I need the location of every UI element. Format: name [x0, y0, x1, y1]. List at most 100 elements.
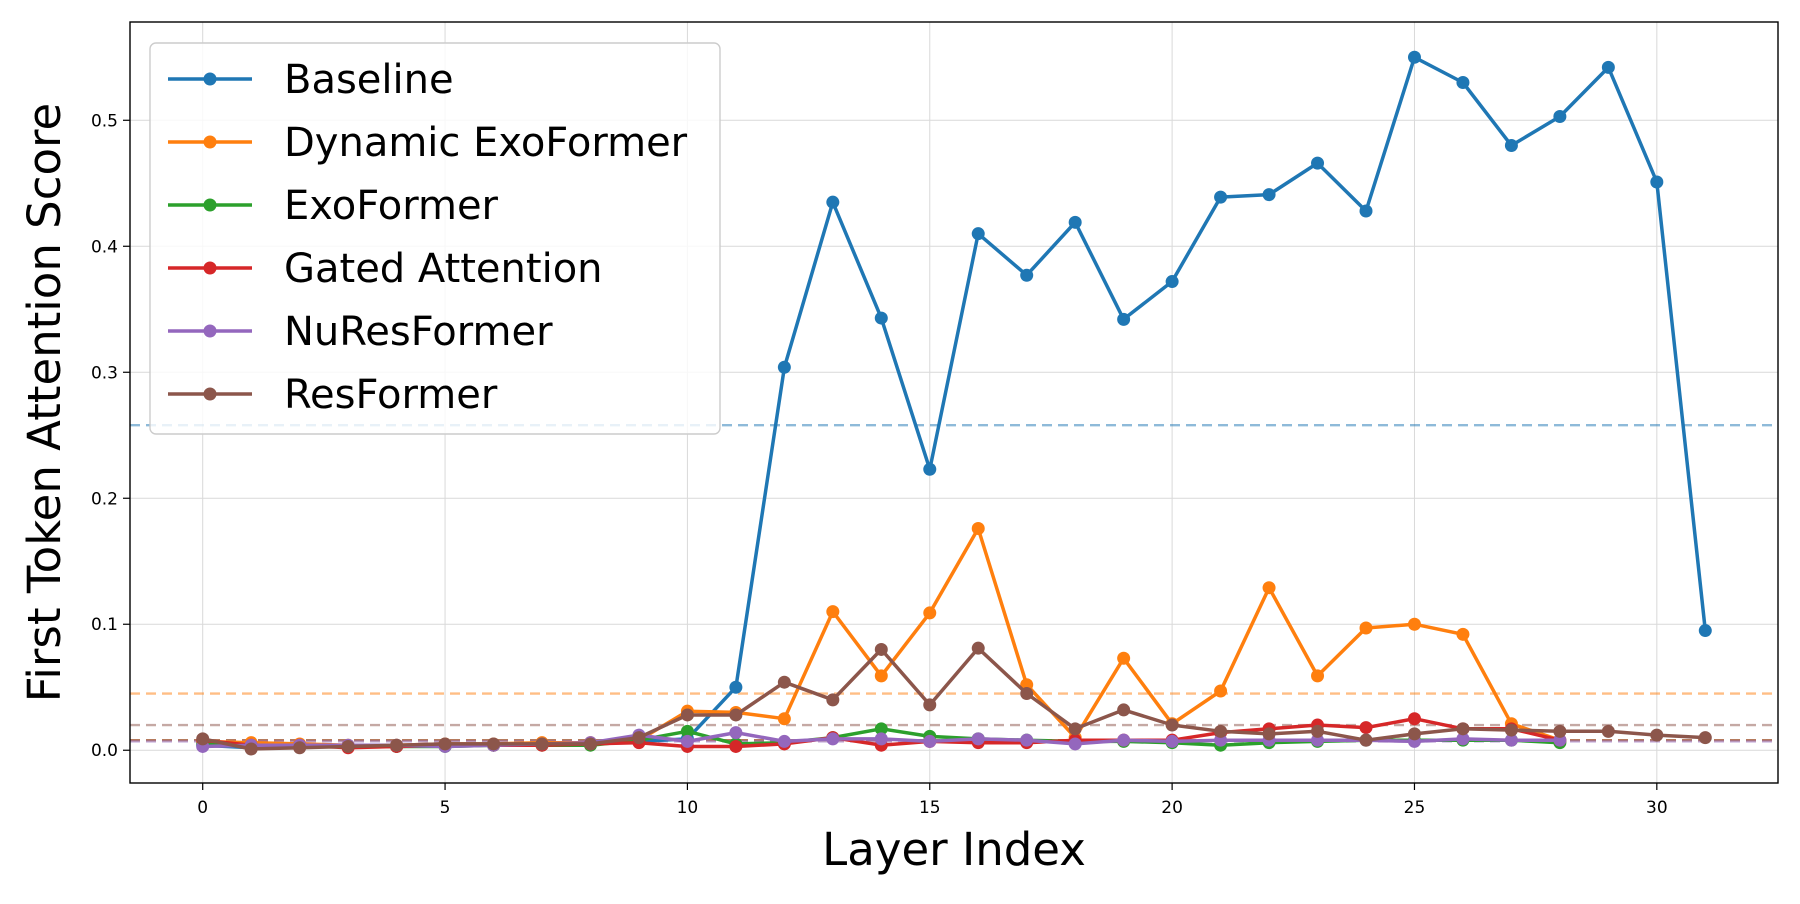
- data-point: [923, 462, 937, 476]
- data-point: [777, 734, 791, 748]
- legend-marker: [203, 387, 217, 401]
- y-tick-label: 0.2: [91, 489, 118, 509]
- legend-marker: [203, 324, 217, 338]
- y-tick-label: 0.4: [91, 237, 118, 257]
- series-group: [196, 641, 1712, 756]
- y-tick-label: 0.5: [91, 111, 118, 131]
- data-point: [1650, 175, 1664, 189]
- data-point: [1068, 737, 1082, 751]
- data-point: [1553, 109, 1567, 123]
- legend-label: ResFormer: [284, 372, 498, 418]
- legend-label: NuResFormer: [284, 309, 553, 355]
- legend-marker: [203, 72, 217, 86]
- data-point: [680, 734, 694, 748]
- data-point: [1504, 723, 1518, 737]
- data-point: [1311, 724, 1325, 738]
- data-point: [777, 675, 791, 689]
- legend-label: Dynamic ExoFormer: [284, 120, 688, 166]
- data-point: [1311, 156, 1325, 170]
- legend-box: [149, 42, 721, 435]
- legend-label: Gated Attention: [284, 246, 603, 292]
- data-point: [971, 227, 985, 241]
- data-point: [535, 737, 549, 751]
- data-point: [341, 739, 355, 753]
- data-point: [583, 737, 597, 751]
- data-point: [196, 732, 210, 746]
- x-tick-label: 15: [919, 798, 941, 818]
- data-point: [1214, 684, 1228, 698]
- data-point: [632, 731, 646, 745]
- data-point: [729, 708, 743, 722]
- data-point: [1504, 733, 1518, 747]
- data-point: [1117, 651, 1131, 665]
- data-point: [874, 311, 888, 325]
- data-point: [1650, 728, 1664, 742]
- series-layer: [196, 50, 1712, 756]
- data-point: [680, 708, 694, 722]
- data-point: [874, 732, 888, 746]
- data-point: [729, 739, 743, 753]
- data-point: [1456, 732, 1470, 746]
- x-tick-label: 5: [440, 798, 451, 818]
- data-point: [923, 734, 937, 748]
- data-point: [1117, 703, 1131, 717]
- legend-label: Baseline: [284, 57, 454, 103]
- data-point: [923, 606, 937, 620]
- x-tick-label: 10: [677, 798, 699, 818]
- data-point: [1311, 669, 1325, 683]
- data-point: [1456, 627, 1470, 641]
- y-tick-label: 0.1: [91, 615, 118, 635]
- data-point: [293, 741, 307, 755]
- series-line: [200, 646, 1708, 751]
- data-point: [1601, 60, 1615, 74]
- data-point: [1504, 138, 1518, 152]
- data-point: [874, 722, 888, 736]
- legend: Baseline Dynamic ExoFormer ExoFormer Gated …: [149, 42, 721, 435]
- data-point: [680, 724, 694, 738]
- data-point: [826, 195, 840, 209]
- data-point: [1262, 188, 1276, 202]
- data-point: [390, 738, 404, 752]
- data-point: [777, 712, 791, 726]
- data-point: [1601, 724, 1615, 738]
- data-point: [874, 669, 888, 683]
- x-tick-label: 0: [197, 798, 208, 818]
- data-point: [438, 737, 452, 751]
- legend-item: NuResFormer: [168, 309, 553, 355]
- plot-area-frame: [129, 21, 1779, 784]
- data-point: [1020, 687, 1034, 701]
- data-point: [874, 642, 888, 656]
- data-point: [777, 360, 791, 374]
- data-point: [971, 641, 985, 655]
- legend-marker: [203, 198, 217, 212]
- legend-item: Gated Attention: [168, 246, 603, 292]
- legend-label: ExoFormer: [284, 183, 499, 229]
- data-point: [1359, 733, 1373, 747]
- data-point: [1698, 624, 1712, 638]
- data-point: [487, 737, 501, 751]
- data-point: [1165, 734, 1179, 748]
- data-point: [1117, 733, 1131, 747]
- data-point: [1553, 724, 1567, 738]
- data-point: [1262, 581, 1276, 595]
- data-point: [1262, 727, 1276, 741]
- data-point: [971, 732, 985, 746]
- y-axis-title: First Token Attention Score: [18, 103, 71, 702]
- data-point: [1407, 727, 1421, 741]
- x-tick-label: 20: [1161, 798, 1183, 818]
- data-point: [1407, 712, 1421, 726]
- data-point: [971, 521, 985, 535]
- data-point: [729, 680, 743, 694]
- data-point: [826, 693, 840, 707]
- data-point: [1359, 204, 1373, 218]
- legend-marker: [203, 261, 217, 275]
- data-point: [1359, 621, 1373, 635]
- legend-item: ResFormer: [168, 372, 498, 418]
- y-tick-label: 0.0: [91, 741, 118, 761]
- data-point: [826, 732, 840, 746]
- data-point: [826, 605, 840, 619]
- legend-marker: [203, 135, 217, 149]
- data-point: [1407, 50, 1421, 64]
- data-point: [1165, 275, 1179, 289]
- x-tick-label: 25: [1404, 798, 1426, 818]
